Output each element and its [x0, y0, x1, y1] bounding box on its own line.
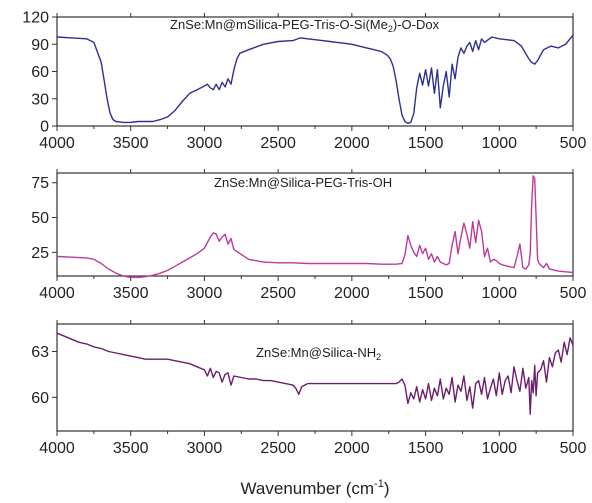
panel-3-y-ticks: 63 60 [31, 344, 57, 407]
panel-3-x-tick-label: 1000 [481, 440, 517, 457]
panel-3-x-tick-label: 4000 [39, 440, 75, 457]
panel-3-title: ZnSe:Mn@Silica-NH2 [256, 345, 381, 362]
panel-1-y-tick-label: 0 [40, 119, 49, 136]
panel-3-x-tick-label: 500 [560, 440, 587, 457]
panel-3-y-tick-label: 63 [31, 344, 49, 361]
panel-2-y-tick-label: 50 [31, 210, 49, 227]
panel-2-y-tick-label: 25 [31, 245, 49, 262]
panel-1-y-tick-label: 30 [31, 91, 49, 108]
panel-3-x-tick-label: 2500 [260, 440, 296, 457]
panel-1-title: ZnSe:Mn@mSilica-PEG-Tris-O-Si(Me2)-O-Dox [170, 17, 440, 34]
panel-1-y-tick-label: 60 [31, 64, 49, 81]
panel-3-x-tick-label: 3000 [187, 440, 223, 457]
panel-2-y-ticks: 75 50 25 [31, 175, 57, 262]
panel-3-y-tick-label: 60 [31, 390, 49, 407]
panel-1: ZnSe:Mn@mSilica-PEG-Tris-O-Si(Me2)-O-Dox… [22, 10, 586, 153]
panel-3: ZnSe:Mn@Silica-NH2 63 60 4000 3500 3000 2500… [31, 320, 586, 457]
panel-2-x-tick-label: 500 [560, 285, 587, 302]
x-axis-title: Wavenumber (cm-1) [241, 478, 390, 498]
panel-3-spectrum-line [56, 332, 574, 415]
panel-2-x-tick-label: 4000 [39, 285, 75, 302]
panel-3-x-tick-label: 1500 [408, 440, 444, 457]
panel-2-x-tick-label: 3500 [113, 285, 149, 302]
panel-2-x-ticks: 4000 3500 3000 2500 2000 1500 1000 500 [39, 169, 586, 302]
panel-1-x-ticks: 4000 3500 3000 2500 2000 1500 1000 500 [39, 13, 586, 152]
panel-1-y-tick-label: 120 [22, 10, 49, 27]
panel-1-x-tick-label: 4000 [39, 135, 75, 152]
panel-1-y-tick-label: 90 [31, 37, 49, 54]
panel-3-frame [56, 323, 574, 432]
panel-3-x-tick-label: 3500 [113, 440, 149, 457]
panel-1-x-tick-label: 1500 [408, 135, 444, 152]
panel-1-y-ticks: 120 90 60 30 0 [22, 10, 57, 136]
panel-3-x-ticks: 4000 3500 3000 2500 2000 1500 1000 500 [39, 320, 586, 457]
panel-2-y-tick-label: 75 [31, 175, 49, 192]
panel-2-x-tick-label: 3000 [187, 285, 223, 302]
panel-1-spectrum-line [56, 34, 574, 124]
panel-1-x-tick-label: 3000 [187, 135, 223, 152]
panel-1-x-tick-label: 500 [560, 135, 587, 152]
panel-3-x-tick-label: 2000 [334, 440, 370, 457]
panel-1-x-tick-label: 1000 [481, 135, 517, 152]
panel-2-x-tick-label: 1000 [481, 285, 517, 302]
panel-2-title: ZnSe:Mn@Silica-PEG-Tris-OH [214, 175, 392, 190]
panel-1-x-tick-label: 3500 [113, 135, 149, 152]
panel-2: ZnSe:Mn@Silica-PEG-Tris-OH 75 50 25 4000 35… [31, 169, 586, 302]
panel-1-frame [56, 16, 574, 127]
panel-1-x-tick-label: 2500 [260, 135, 296, 152]
panel-2-x-tick-label: 2000 [334, 285, 370, 302]
panel-2-spectrum-line [56, 175, 574, 279]
panel-1-x-tick-label: 2000 [334, 135, 370, 152]
panel-2-x-tick-label: 2500 [260, 285, 296, 302]
panel-2-x-tick-label: 1500 [408, 285, 444, 302]
